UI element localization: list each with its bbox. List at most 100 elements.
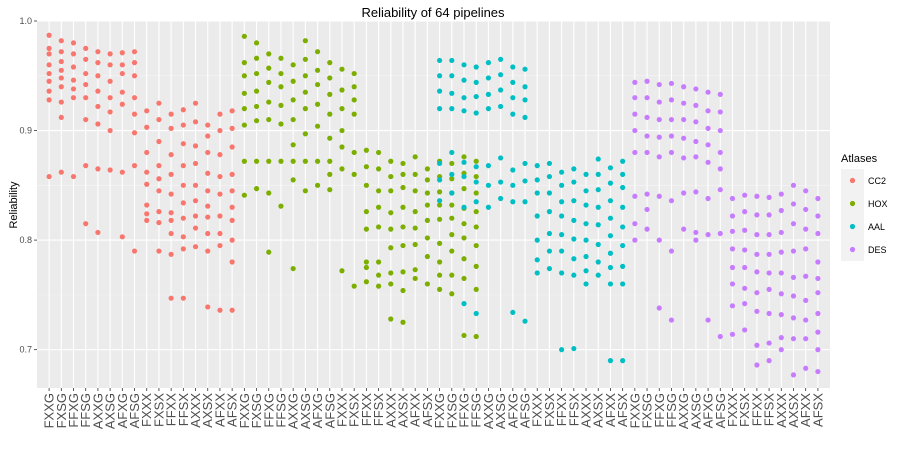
data-point-cc2 <box>46 70 52 77</box>
x-tick-label: AFSG <box>127 393 142 428</box>
data-point-hox <box>461 186 467 192</box>
data-point-des <box>766 310 772 317</box>
data-point-des <box>729 195 736 202</box>
data-point-des <box>693 102 699 108</box>
data-point-aal <box>583 268 589 274</box>
data-point-hox <box>266 79 272 85</box>
data-point-aal <box>571 236 577 242</box>
data-point-des <box>632 95 638 101</box>
data-point-hox <box>241 158 247 164</box>
data-point-hox <box>290 116 296 123</box>
data-point-cc2 <box>205 214 211 220</box>
data-point-hox <box>412 171 418 177</box>
data-point-des <box>742 247 748 253</box>
data-point-aal <box>571 217 577 223</box>
data-point-hox <box>351 70 357 77</box>
data-point-aal <box>595 187 601 193</box>
data-point-cc2 <box>95 166 101 172</box>
data-point-hox <box>253 158 260 164</box>
data-point-hox <box>363 164 369 170</box>
data-point-aal <box>583 188 589 194</box>
data-point-des <box>790 248 797 254</box>
data-point-hox <box>400 287 406 294</box>
data-point-hox <box>266 51 272 57</box>
data-point-aal <box>461 173 467 180</box>
data-point-des <box>705 125 711 131</box>
data-point-des <box>693 229 699 236</box>
data-point-aal <box>583 221 589 227</box>
data-point-des <box>754 251 760 257</box>
x-tick-label: AXXG <box>90 393 105 429</box>
data-point-des <box>778 249 784 255</box>
data-point-hox <box>351 149 357 156</box>
x-tick-label: FXXG <box>432 393 447 428</box>
data-point-des <box>815 310 821 317</box>
data-point-cc2 <box>131 49 138 55</box>
x-tick-label: FXSX <box>151 393 166 427</box>
data-point-cc2 <box>144 181 150 187</box>
data-point-aal <box>473 79 479 85</box>
x-tick-label: FFSX <box>566 393 581 427</box>
data-point-cc2 <box>229 307 235 313</box>
data-point-cc2 <box>131 95 138 101</box>
data-point-aal <box>620 171 626 177</box>
data-point-cc2 <box>205 188 211 194</box>
legend-symbol-des <box>849 246 856 253</box>
data-point-aal <box>620 224 626 230</box>
data-point-cc2 <box>83 81 89 88</box>
data-point-aal <box>620 242 626 249</box>
data-point-cc2 <box>229 237 235 243</box>
data-point-aal <box>461 95 467 101</box>
data-point-des <box>729 246 736 252</box>
data-point-aal <box>485 182 492 188</box>
data-point-aal <box>510 95 516 101</box>
legend: Atlases CC2 HOX AAL DES <box>841 153 888 261</box>
data-point-cc2 <box>156 248 162 254</box>
x-tick-label: FFSG <box>664 393 679 428</box>
data-point-aal <box>595 241 601 248</box>
legend-symbol-cc2 <box>849 177 856 184</box>
data-point-hox <box>327 187 333 193</box>
data-point-cc2 <box>119 234 125 240</box>
data-point-cc2 <box>58 169 64 175</box>
data-point-aal <box>510 199 516 205</box>
data-point-aal <box>449 106 455 112</box>
data-point-des <box>766 270 772 276</box>
data-point-hox <box>424 281 430 287</box>
data-point-aal <box>449 57 455 64</box>
x-tick-label: AXXX <box>188 393 203 428</box>
data-point-cc2 <box>168 191 174 197</box>
data-point-aal <box>620 358 626 364</box>
data-point-hox <box>412 188 418 194</box>
data-point-hox <box>314 81 321 88</box>
x-tick-label: FFSX <box>762 393 777 427</box>
data-point-aal <box>607 198 614 204</box>
x-tick-label: AXXG <box>286 393 301 429</box>
data-point-aal <box>559 213 565 219</box>
data-point-des <box>803 188 809 194</box>
data-point-des <box>790 336 797 342</box>
data-point-cc2 <box>46 32 52 38</box>
data-point-hox <box>253 55 260 61</box>
data-point-aal <box>571 198 577 204</box>
legend-title: Atlases <box>841 153 878 165</box>
data-point-aal <box>559 199 565 205</box>
data-point-hox <box>363 147 369 153</box>
data-point-aal <box>485 60 492 66</box>
data-point-des <box>815 368 821 375</box>
data-point-aal <box>449 171 455 177</box>
data-point-cc2 <box>119 50 125 56</box>
data-point-aal <box>510 167 516 173</box>
data-point-des <box>742 209 748 215</box>
data-point-aal <box>595 156 601 162</box>
data-point-hox <box>351 111 357 117</box>
data-point-des <box>656 193 662 199</box>
data-point-hox <box>339 87 345 93</box>
data-point-aal <box>485 75 492 81</box>
data-point-des <box>754 193 760 199</box>
data-point-aal <box>559 347 565 353</box>
x-tick-label: FXSG <box>444 393 459 428</box>
data-point-aal <box>473 310 479 317</box>
data-point-cc2 <box>156 116 162 123</box>
data-point-cc2 <box>217 111 223 117</box>
